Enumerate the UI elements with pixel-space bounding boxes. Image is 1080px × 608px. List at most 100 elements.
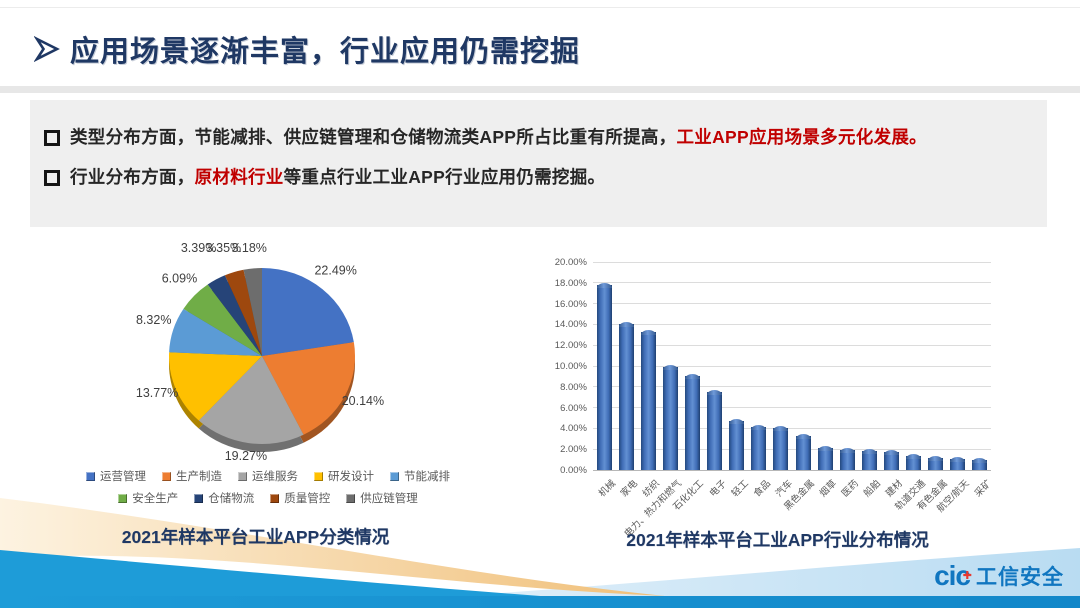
gridline [593, 427, 991, 429]
bar-top-cap [662, 365, 678, 371]
legend-item: 供应链管理 [346, 490, 418, 506]
bottom-wave-decoration [0, 498, 1080, 608]
x-axis-category-label: 医药 [839, 478, 862, 500]
bar [751, 425, 767, 470]
legend-swatch [86, 471, 95, 481]
y-axis-tick-label: 10.00% [554, 361, 587, 372]
legend-item: 研发设计 [314, 468, 374, 484]
pie-slice [207, 275, 262, 356]
bar [773, 426, 789, 470]
y-axis-tick-label: 12.00% [554, 340, 587, 352]
legend-item: 生产制造 [162, 468, 222, 484]
y-axis-tick-label: 16.00% [554, 298, 587, 310]
bar-top-cap [596, 282, 612, 288]
bar [707, 390, 723, 470]
x-axis-category-label: 电子 [707, 478, 729, 500]
legend-label: 供应链管理 [360, 493, 418, 505]
legend-swatch [270, 493, 280, 503]
bar [618, 322, 634, 470]
bullet-text-segment: 等重点行业工业APP行业应用仍需挖掘。 [283, 167, 606, 187]
bar-top-cap [773, 426, 789, 432]
bar [972, 457, 988, 470]
bullet-text-segment: 工业APP应用场景多元化发展。 [676, 127, 927, 147]
bar-top-cap [795, 433, 811, 439]
bar [729, 419, 745, 470]
legend-swatch [194, 493, 204, 503]
pie-value-label: 3.18% [231, 241, 266, 255]
page-title: 应用场景逐渐丰富，行业应用仍需挖掘 [70, 36, 581, 68]
gridline [593, 303, 991, 305]
pie-slice [169, 308, 262, 356]
bullet-square-icon [44, 130, 60, 146]
brand-logo: cic ✚ 工信安全 [934, 560, 1064, 592]
logo-text: 工信安全 [976, 566, 1064, 589]
legend-item: 节能减排 [390, 468, 450, 484]
x-axis-category-label: 船舶 [862, 478, 884, 500]
bar [950, 456, 966, 470]
bullet-text-segment: 原材料行业 [194, 167, 284, 187]
x-axis-category-label: 食品 [751, 478, 773, 500]
bar-top-cap [618, 322, 634, 328]
gridline [593, 323, 991, 325]
left-chart-caption: 2021年样本平台工业APP分类情况 [121, 527, 390, 547]
bullet-text-segment: 类型分布方面，节能减排、供应链管理和仓储物流类APP所占比重有所提高， [70, 127, 677, 147]
legend-row: 安全生产 仓储物流 质量管控 供应链管理 [38, 490, 498, 506]
legend-label: 安全生产 [132, 493, 179, 505]
pie-slice [262, 268, 354, 356]
y-axis-tick-label: 4.00% [560, 423, 587, 435]
bar-top-cap [817, 446, 833, 452]
bar-top-cap [839, 448, 855, 454]
legend-swatch [346, 493, 356, 503]
legend-row: 运营管理 生产制造 运维服务 研发设计 节能减排 [38, 468, 498, 484]
bar [839, 448, 855, 470]
wave-light-blue [230, 548, 1080, 608]
bar [662, 365, 678, 470]
pie-slice [262, 342, 355, 435]
bar-top-cap [640, 329, 656, 335]
title-divider [0, 86, 1080, 93]
y-axis-tick-label: 14.00% [554, 319, 587, 331]
bar-top-cap [707, 390, 723, 395]
pie-slice [224, 269, 262, 356]
gridline [593, 365, 991, 367]
legend-label: 研发设计 [328, 471, 374, 483]
legend-label: 质量管控 [284, 493, 331, 505]
x-axis-category-label: 采矿 [972, 478, 994, 500]
bar [795, 433, 811, 470]
legend-label: 生产制造 [176, 471, 222, 483]
y-axis-tick-label: 20.00% [554, 257, 587, 268]
bar [596, 282, 612, 470]
pie-value-label: 13.77% [136, 386, 178, 400]
pie-legend: 运营管理 生产制造 运维服务 研发设计 节能减排 安全生产 仓储物流 质量管控 供应链管理 [38, 468, 498, 506]
bar [884, 449, 899, 470]
gridline [593, 282, 991, 284]
bar [861, 449, 877, 470]
logo-plus-icon: ✚ [962, 570, 972, 582]
legend-swatch [238, 471, 247, 481]
bar-chart: 0.00% 2.00% 4.00% 6.00% 8.00% 10.00% 12.00% 14.… [543, 250, 1055, 550]
legend-item: 运营管理 [86, 468, 146, 484]
bullet-item-1: 类型分布方面，节能减排、供应链管理和仓储物流类APP所占比重有所提高，工业APP… [44, 126, 927, 148]
pie-value-label: 6.09% [162, 271, 197, 285]
y-axis-tick-label: 8.00% [560, 381, 587, 393]
pie-value-label: 20.14% [342, 394, 384, 408]
legend-swatch [390, 471, 399, 481]
legend-item: 仓储物流 [194, 490, 254, 506]
pie-value-label: 8.32% [136, 313, 171, 327]
legend-label: 仓储物流 [208, 493, 255, 505]
legend-item: 安全生产 [118, 490, 178, 506]
summary-panel: 类型分布方面，节能减排、供应链管理和仓储物流类APP所占比重有所提高，工业APP… [30, 100, 1047, 227]
legend-swatch [118, 493, 128, 503]
bar-top-cap [928, 456, 944, 462]
x-axis-category-label: 机械 [596, 478, 618, 500]
bar-top-cap [751, 425, 767, 431]
pie-slice [169, 352, 262, 421]
bar-top-cap [861, 449, 877, 455]
bullet-item-2: 行业分布方面，原材料行业等重点行业工业APP行业应用仍需挖掘。 [44, 166, 605, 188]
gridline [593, 407, 991, 409]
legend-swatch [314, 471, 323, 481]
bar-top-cap [906, 454, 922, 460]
header-arrow-icon [34, 36, 60, 62]
wave-bottom-strip [0, 596, 1080, 608]
bar [640, 329, 656, 470]
